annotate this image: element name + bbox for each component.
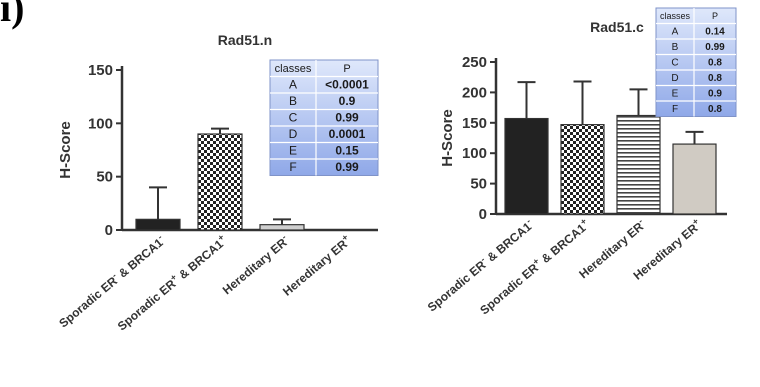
bar (504, 117, 549, 215)
y-tick-label: 150 (88, 62, 113, 79)
table-cell: 0.99 (705, 42, 725, 53)
table-cell: 0.8 (708, 58, 722, 69)
y-tick-label: 200 (462, 84, 487, 101)
table-cell: 0.99 (335, 110, 359, 124)
table-cell: D (289, 127, 298, 141)
table-header-cell: classes (275, 63, 312, 75)
y-tick-label: 150 (462, 115, 487, 132)
y-tick-label: 100 (462, 145, 487, 162)
y-axis-label: H-Score (57, 121, 74, 179)
x-tick-label: Sporadic ER- & BRCA1- (423, 216, 536, 314)
p-value-table: classes P A <0.0001 B 0.9 C 0.99 D 0.0001 E 0.15 F 0.… (269, 59, 379, 176)
p-value-table: classes P A 0.14 B 0.99 C 0.8 D 0.8 E 0.9 F 0.8 (655, 7, 737, 117)
table-header-cell: P (343, 63, 350, 75)
bar (560, 124, 605, 215)
bar (616, 114, 661, 215)
chart-2: Rad51.c H-Score 0 50 100 150 200 250 Sporadic ER… (423, 7, 737, 317)
table-cell: F (672, 104, 678, 115)
y-tick-label: 250 (462, 54, 487, 71)
table-cell: 0.15 (335, 143, 359, 157)
bar (259, 224, 305, 231)
chart-title: Rad51.c (590, 19, 644, 35)
bar (672, 143, 717, 215)
table-background (269, 59, 379, 176)
y-tick-label: 50 (96, 169, 113, 186)
table-cell: A (289, 77, 297, 91)
x-tick-label: Sporadic ER- & BRCA1- (55, 232, 168, 330)
table-cell: <0.0001 (325, 77, 369, 91)
chart-title: Rad51.n (218, 32, 272, 48)
table-cell: 0.14 (705, 27, 725, 38)
table-cell: 0.9 (339, 94, 356, 108)
table-cell: C (671, 58, 678, 69)
table-background (655, 7, 737, 117)
y-axis-label: H-Score (439, 109, 456, 167)
table-header-cell: classes (660, 11, 691, 21)
x-tick-label: Sporadic ER+ & BRCA1+ (476, 216, 592, 317)
y-tick-label: 50 (470, 176, 487, 193)
table-cell: 0.8 (708, 73, 722, 84)
x-tick-label: Sporadic ER+ & BRCA1+ (113, 232, 229, 333)
bar (135, 218, 181, 231)
table-cell: B (289, 94, 297, 108)
y-tick-label: 0 (105, 222, 113, 239)
table-cell: C (289, 110, 298, 124)
table-cell: F (289, 160, 296, 174)
table-cell: A (672, 27, 679, 38)
table-cell: E (289, 143, 297, 157)
panel-label: i) (0, 0, 25, 30)
chart-1: Rad51.n H-Score 0 50 100 150 Sporadic ER- & BR… (55, 32, 379, 333)
table-cell: E (672, 89, 679, 100)
table-cell: 0.8 (708, 104, 722, 115)
table-header-cell: P (712, 11, 718, 21)
x-tick-label: Hereditary ER+ (279, 232, 354, 299)
bar (197, 133, 243, 231)
table-cell: 0.0001 (329, 127, 366, 141)
y-tick-label: 100 (88, 115, 113, 132)
table-cell: D (671, 73, 678, 84)
table-cell: 0.9 (708, 89, 722, 100)
y-tick-label: 0 (479, 206, 487, 223)
table-cell: 0.99 (335, 160, 359, 174)
table-cell: B (672, 42, 679, 53)
